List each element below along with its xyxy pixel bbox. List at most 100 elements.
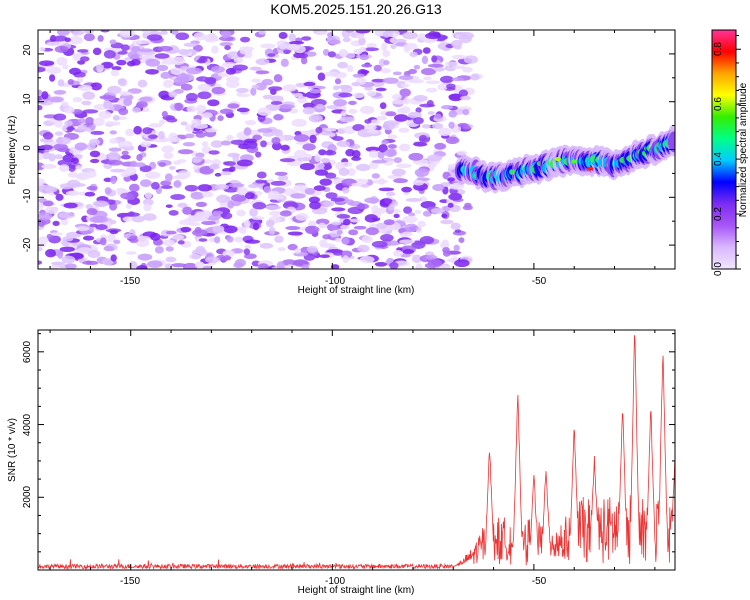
noise-blob: [162, 239, 175, 247]
snr-panel: -150 -100 -50 Height of straight line (k…: [7, 329, 676, 596]
noise-blob: [238, 226, 247, 234]
noise-blob: [123, 97, 133, 107]
noise-blob: [315, 103, 325, 109]
noise-blob: [377, 150, 385, 159]
noise-blob: [165, 246, 174, 252]
noise-blob: [407, 111, 422, 119]
noise-blob: [229, 166, 236, 173]
noise-blob: [124, 57, 132, 61]
noise-blob: [68, 190, 78, 195]
noise-blob: [280, 58, 289, 67]
noise-blob: [393, 178, 408, 184]
noise-blob: [72, 97, 83, 103]
noise-blob: [425, 80, 441, 85]
noise-blob: [324, 127, 337, 132]
noise-blob: [400, 106, 411, 114]
noise-blob: [336, 140, 351, 147]
noise-blob: [251, 216, 265, 221]
noise-blob: [190, 191, 205, 200]
noise-blob: [433, 66, 445, 72]
noise-blob: [287, 243, 298, 251]
noise-blob: [357, 244, 370, 253]
noise-blob: [243, 219, 251, 228]
noise-blob: [441, 104, 453, 110]
noise-blob: [59, 246, 76, 252]
noise-blob: [351, 182, 363, 187]
noise-blob: [339, 224, 350, 230]
noise-blob: [223, 225, 238, 234]
noise-blob: [58, 212, 75, 219]
noise-blob: [62, 236, 74, 242]
noise-blob: [359, 255, 375, 264]
noise-blob: [89, 150, 101, 158]
noise-blob: [215, 184, 230, 190]
noise-blob: [142, 213, 157, 221]
noise-blob: [138, 48, 154, 53]
noise-blob: [444, 61, 459, 67]
noise-blob: [236, 159, 253, 167]
noise-blob: [52, 220, 60, 226]
y-tick-label: 10: [22, 93, 33, 105]
noise-blob: [295, 213, 309, 221]
noise-blob: [109, 229, 119, 235]
signal-peak-blob: [571, 159, 578, 164]
noise-blob: [355, 163, 371, 172]
noise-blob: [277, 247, 286, 252]
noise-blob: [413, 95, 428, 102]
noise-blob: [255, 179, 265, 184]
noise-blob: [276, 261, 286, 269]
y-tick-label: 2000: [22, 485, 33, 508]
noise-blob: [72, 30, 84, 36]
noise-blob: [198, 55, 208, 64]
noise-blob: [278, 42, 288, 50]
noise-blob: [119, 30, 136, 38]
noise-blob: [419, 103, 436, 108]
noise-blob: [219, 108, 234, 115]
noise-blob: [38, 184, 54, 194]
noise-blob: [53, 113, 67, 121]
noise-blob: [193, 123, 208, 129]
noise-blob: [173, 180, 182, 188]
noise-blob: [364, 119, 372, 124]
noise-blob: [122, 216, 133, 222]
noise-blob: [38, 260, 43, 265]
noise-blob: [364, 86, 374, 91]
noise-blob: [128, 235, 139, 244]
noise-blob: [375, 87, 387, 92]
noise-blob: [462, 66, 473, 73]
noise-blob: [458, 237, 465, 244]
noise-blob: [383, 60, 390, 66]
noise-blob: [53, 90, 67, 95]
noise-blob: [293, 149, 307, 159]
noise-blob: [209, 237, 216, 243]
noise-blob: [333, 251, 343, 256]
noise-blob: [48, 153, 56, 162]
noise-blob: [255, 151, 262, 158]
noise-blob: [352, 73, 365, 78]
noise-blob: [448, 121, 455, 129]
noise-blob: [390, 43, 397, 50]
noise-blob: [39, 138, 54, 143]
noise-blob: [379, 102, 387, 110]
noise-blob: [279, 158, 296, 163]
noise-blob: [346, 64, 354, 73]
noise-blob: [57, 159, 73, 167]
noise-blob: [309, 134, 317, 144]
noise-blob: [75, 165, 83, 170]
noise-blob: [193, 32, 206, 41]
noise-blob: [338, 49, 348, 57]
noise-blob: [393, 213, 400, 219]
x-axis-label: Height of straight line (km): [298, 285, 415, 296]
noise-blob: [324, 71, 340, 77]
noise-blob: [104, 187, 112, 195]
noise-blob: [287, 231, 303, 236]
noise-blob: [340, 85, 353, 94]
noise-blob: [223, 255, 231, 261]
noise-blob: [95, 64, 105, 70]
noise-blob: [351, 150, 361, 158]
noise-blob: [366, 90, 377, 97]
noise-blob: [109, 130, 117, 135]
noise-blob: [80, 56, 90, 62]
noise-blob: [171, 263, 187, 268]
noise-blob: [271, 95, 284, 103]
